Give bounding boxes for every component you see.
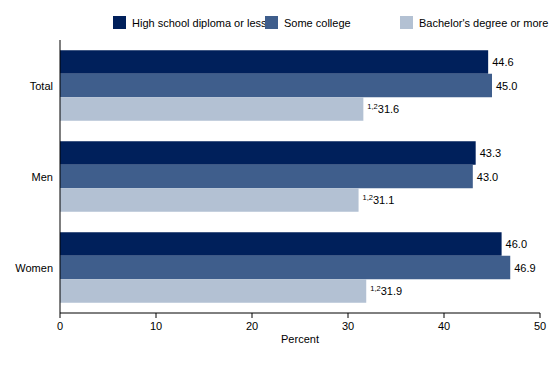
data-label: 46.0 xyxy=(506,238,527,250)
data-label-value: 31.6 xyxy=(378,103,399,115)
x-tick-label: 50 xyxy=(534,320,546,332)
bar xyxy=(60,279,366,303)
bar xyxy=(60,165,473,189)
legend-label: Some college xyxy=(284,17,351,29)
y-axis-line xyxy=(60,40,61,313)
legend-swatch xyxy=(400,16,413,29)
bar xyxy=(60,256,510,280)
x-tick xyxy=(60,313,61,318)
x-tick-label: 20 xyxy=(246,320,258,332)
footnote-mark: 1,2 xyxy=(363,193,373,202)
legend-swatch xyxy=(265,16,278,29)
bar xyxy=(60,50,488,74)
data-labels: 44.645.01,231.643.343.01,231.146.046.91,… xyxy=(363,56,536,297)
data-label: 43.0 xyxy=(477,171,498,183)
category-label: Men xyxy=(32,171,53,183)
bar xyxy=(60,141,476,165)
x-axis-title: Percent xyxy=(281,333,319,345)
x-tick-label: 10 xyxy=(150,320,162,332)
chart-svg: 44.645.01,231.643.343.01,231.146.046.91,… xyxy=(0,0,560,382)
x-tick-label: 30 xyxy=(342,320,354,332)
data-label: 1,231.1 xyxy=(363,193,395,206)
legend: High school diploma or less Some college B… xyxy=(113,16,548,29)
x-tick xyxy=(252,313,253,318)
bar xyxy=(60,74,492,98)
data-label: 43.3 xyxy=(480,147,501,159)
footnote-mark: 1,2 xyxy=(367,102,377,111)
bar xyxy=(60,188,359,212)
bar xyxy=(60,97,363,121)
x-tick-label: 0 xyxy=(57,320,63,332)
x-tick xyxy=(348,313,349,318)
data-label-value: 31.9 xyxy=(381,285,402,297)
category-label: Total xyxy=(30,80,53,92)
data-label: 45.0 xyxy=(496,80,517,92)
x-tick xyxy=(540,313,541,318)
x-tick-label: 40 xyxy=(438,320,450,332)
category-label: Women xyxy=(15,262,53,274)
bars xyxy=(60,50,510,303)
data-label-value: 31.1 xyxy=(373,194,394,206)
chart-container: 44.645.01,231.643.343.01,231.146.046.91,… xyxy=(0,0,560,382)
bar xyxy=(60,232,502,256)
data-label: 1,231.6 xyxy=(367,102,399,115)
legend-label: High school diploma or less xyxy=(132,17,267,29)
x-tick xyxy=(156,313,157,318)
legend-swatch xyxy=(113,16,126,29)
footnote-mark: 1,2 xyxy=(370,284,380,293)
x-axis-line xyxy=(60,313,540,314)
x-tick xyxy=(444,313,445,318)
data-label: 46.9 xyxy=(514,262,535,274)
legend-label: Bachelor's degree or more xyxy=(419,17,548,29)
data-label: 44.6 xyxy=(492,56,513,68)
data-label: 1,231.9 xyxy=(370,284,402,297)
